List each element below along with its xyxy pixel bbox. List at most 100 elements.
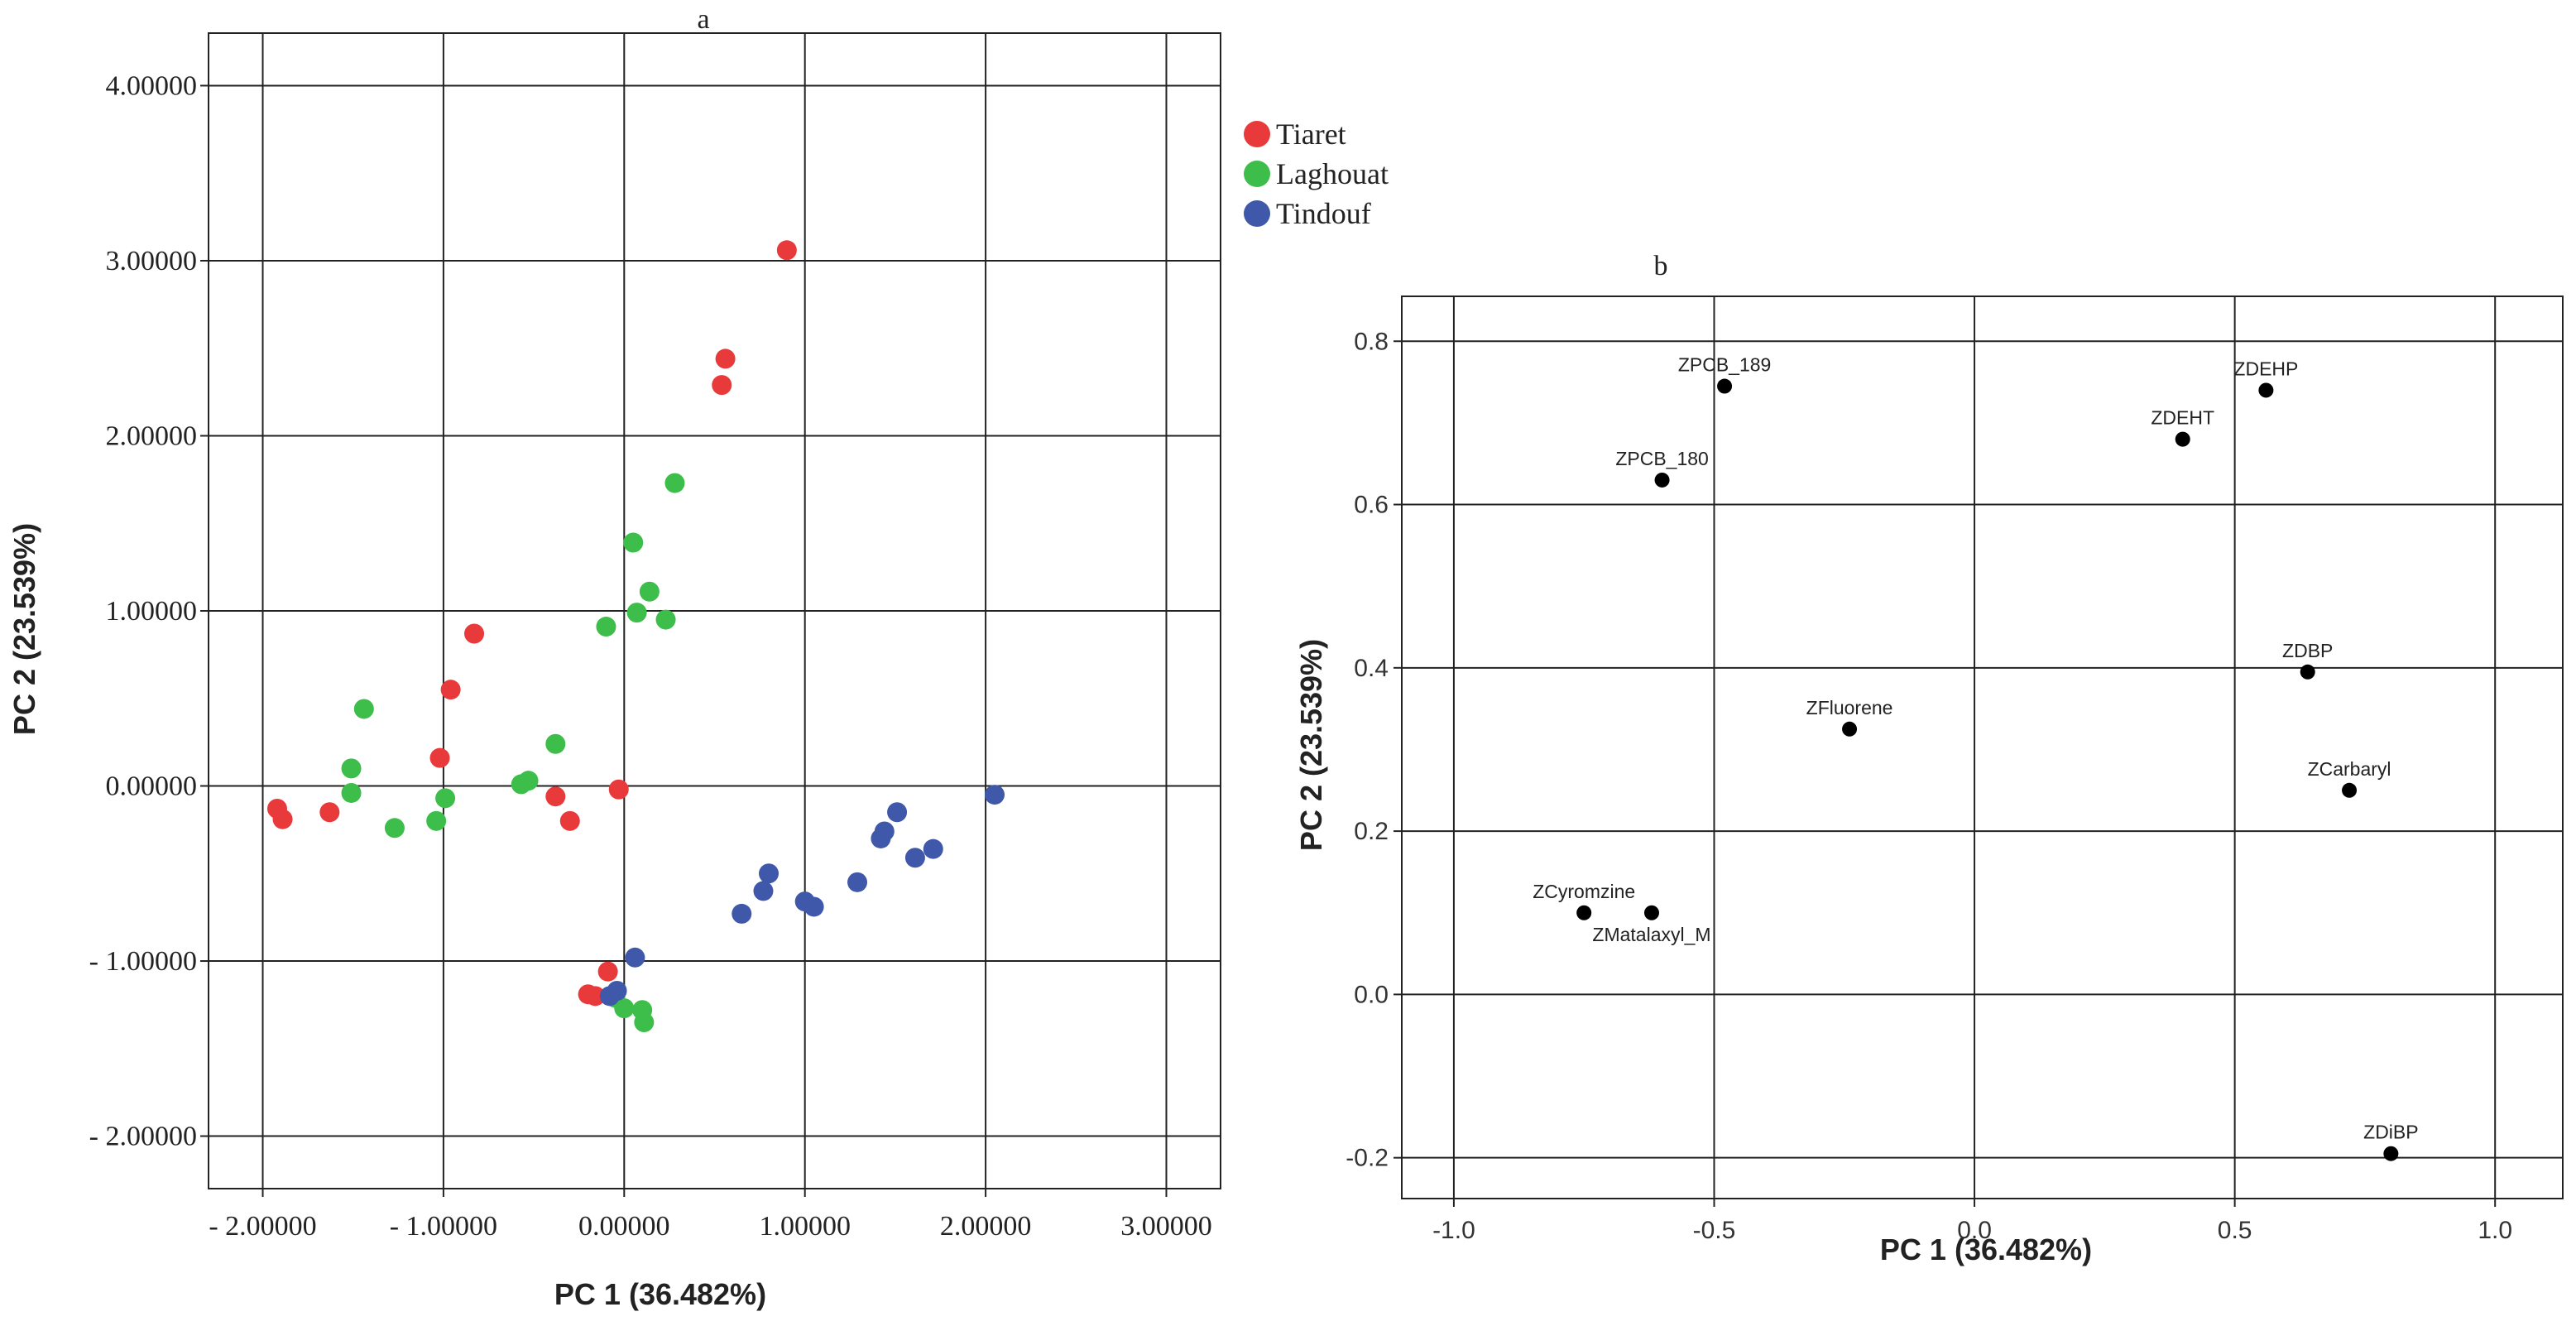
point-tiaret — [608, 779, 629, 800]
panel-b-ticks: -1.0 -0.5 0.0 0.5 1.0 -0.2 0.0 0.2 0.4 0.6 0.8 — [1346, 328, 2512, 1244]
point-tiaret — [464, 623, 485, 644]
panel-b-y-tick-label: 0.6 — [1354, 492, 1389, 519]
point-label-zdbp: ZDBP — [2282, 640, 2333, 661]
point-tiaret — [585, 986, 606, 1007]
point-tiaret — [776, 240, 797, 261]
panel-b: b -1.0 -0.5 0.0 0.5 1.0 -0.2 0.0 0.2 0.4 0.6 0.8 Z… — [1294, 251, 2564, 1266]
panel-a-y-tick-label: 0.00000 — [106, 771, 198, 802]
panel-b-y-tick-label: 0.4 — [1354, 655, 1389, 682]
point-zpcb-189 — [1717, 378, 1733, 394]
point-tiaret — [440, 680, 461, 700]
point-laghouat — [435, 788, 456, 809]
point-tindouf — [887, 802, 908, 823]
legend-marker-laghouat — [1244, 161, 1270, 187]
point-tiaret — [319, 802, 340, 823]
panel-b-y-tick-label: 0.0 — [1354, 981, 1389, 1008]
panel-a-y-tick-label: 1.00000 — [106, 596, 198, 627]
point-zdeht — [2175, 431, 2190, 447]
point-laghouat — [639, 581, 660, 602]
panel-a-y-tick-label: 3.00000 — [106, 246, 198, 276]
panel-b-title: b — [1654, 251, 1668, 281]
point-laghouat — [634, 1012, 655, 1033]
panel-b-x-tick-label: -1.0 — [1432, 1217, 1475, 1244]
point-label-zdeht: ZDEHT — [2151, 407, 2214, 429]
legend-label-laghouat: Laghouat — [1276, 157, 1389, 190]
point-tindouf — [759, 863, 780, 884]
point-zcarbaryl — [2342, 782, 2358, 798]
panel-a-x-tick-label: 1.00000 — [759, 1211, 851, 1242]
point-tiaret — [712, 375, 732, 396]
point-laghouat — [614, 998, 635, 1019]
legend-marker-tiaret — [1244, 121, 1270, 147]
point-zmatalaxyl-m — [1643, 905, 1659, 920]
point-tiaret — [429, 747, 450, 768]
point-label-zcarbaryl: ZCarbaryl — [2308, 758, 2391, 780]
point-laghouat — [623, 532, 644, 553]
panel-a-ticks: - 2.00000 - 1.00000 0.00000 1.00000 2.00000 3… — [89, 70, 1212, 1242]
point-zfluorene — [1842, 721, 1858, 737]
point-label-zpcb-189: ZPCB_189 — [1678, 354, 1772, 376]
panel-a-points — [266, 240, 1005, 1033]
panel-a: a - 2.00000 - 1.00000 0.00000 1.00000 2.0000… — [7, 4, 1389, 1311]
panel-a-x-axis-label: PC 1 (36.482%) — [554, 1277, 766, 1311]
panel-b-grid — [1402, 296, 2563, 1199]
point-laghouat — [655, 609, 676, 630]
point-zdibp — [2383, 1146, 2399, 1161]
point-tindouf — [599, 986, 620, 1007]
point-tindouf — [871, 828, 891, 848]
point-tindouf — [753, 881, 774, 901]
point-label-zpcb-180: ZPCB_180 — [1615, 448, 1709, 469]
point-laghouat — [341, 758, 362, 779]
panel-a-y-tick-label: - 2.00000 — [89, 1122, 197, 1152]
legend-label-tindouf: Tindouf — [1276, 197, 1371, 230]
point-tiaret — [597, 961, 618, 982]
panel-a-title: a — [697, 4, 709, 35]
panel-b-x-tick-label: 0.0 — [1957, 1217, 1992, 1244]
panel-a-y-axis-label: PC 2 (23.539%) — [7, 523, 41, 735]
point-tindouf — [904, 848, 925, 868]
panel-b-points: ZPCB_189 ZPCB_180 ZDEHP ZDEHT ZDBP ZFluorene Z… — [1533, 354, 2419, 1161]
point-laghouat — [545, 733, 566, 754]
point-tindouf — [847, 872, 868, 892]
point-laghouat — [518, 771, 539, 791]
point-tindouf — [804, 896, 824, 917]
point-zdehp — [2258, 382, 2274, 398]
point-laghouat — [664, 473, 685, 493]
panel-a-legend: Tiaret Laghouat Tindouf — [1244, 118, 1389, 230]
point-laghouat — [341, 782, 362, 803]
point-tindouf — [732, 903, 752, 924]
point-label-zmatalaxyl-m: ZMatalaxyl_M — [1592, 924, 1710, 945]
point-laghouat — [384, 818, 405, 838]
point-tiaret — [272, 809, 293, 829]
legend-label-tiaret: Tiaret — [1276, 118, 1346, 151]
panel-a-y-tick-label: 2.00000 — [106, 420, 198, 451]
panel-a-x-tick-label: - 1.00000 — [390, 1211, 497, 1242]
panel-b-y-axis-label: PC 2 (23.539%) — [1294, 639, 1328, 851]
point-laghouat — [626, 603, 647, 623]
point-tiaret — [545, 786, 566, 807]
point-zpcb-180 — [1654, 472, 1670, 488]
panel-b-y-tick-label: 0.2 — [1354, 818, 1389, 845]
point-tiaret — [559, 810, 580, 831]
panel-b-x-axis-label: PC 1 (36.482%) — [1880, 1232, 2092, 1266]
point-tindouf — [625, 947, 645, 968]
panel-a-x-tick-label: 0.00000 — [578, 1211, 670, 1242]
panel-a-x-tick-label: 2.00000 — [940, 1211, 1032, 1242]
panel-b-x-tick-label: -0.5 — [1693, 1217, 1736, 1244]
panel-b-x-tick-label: 1.0 — [2478, 1217, 2512, 1244]
point-label-zdehp: ZDEHP — [2233, 358, 2298, 379]
point-tindouf — [985, 785, 1005, 805]
point-laghouat — [353, 699, 374, 719]
panel-a-y-tick-label: - 1.00000 — [89, 946, 197, 977]
point-label-zfluorene: ZFluorene — [1806, 697, 1893, 718]
legend-marker-tindouf — [1244, 200, 1270, 227]
point-tindouf — [923, 838, 943, 859]
point-laghouat — [426, 810, 447, 831]
panel-b-x-tick-label: 0.5 — [2218, 1217, 2252, 1244]
point-zcyromzine — [1576, 905, 1592, 920]
panel-a-x-tick-label: 3.00000 — [1120, 1211, 1212, 1242]
point-tiaret — [715, 348, 736, 369]
panel-b-y-tick-label: -0.2 — [1346, 1145, 1389, 1172]
point-label-zcyromzine: ZCyromzine — [1533, 881, 1635, 902]
point-label-zdibp: ZDiBP — [2363, 1122, 2418, 1143]
